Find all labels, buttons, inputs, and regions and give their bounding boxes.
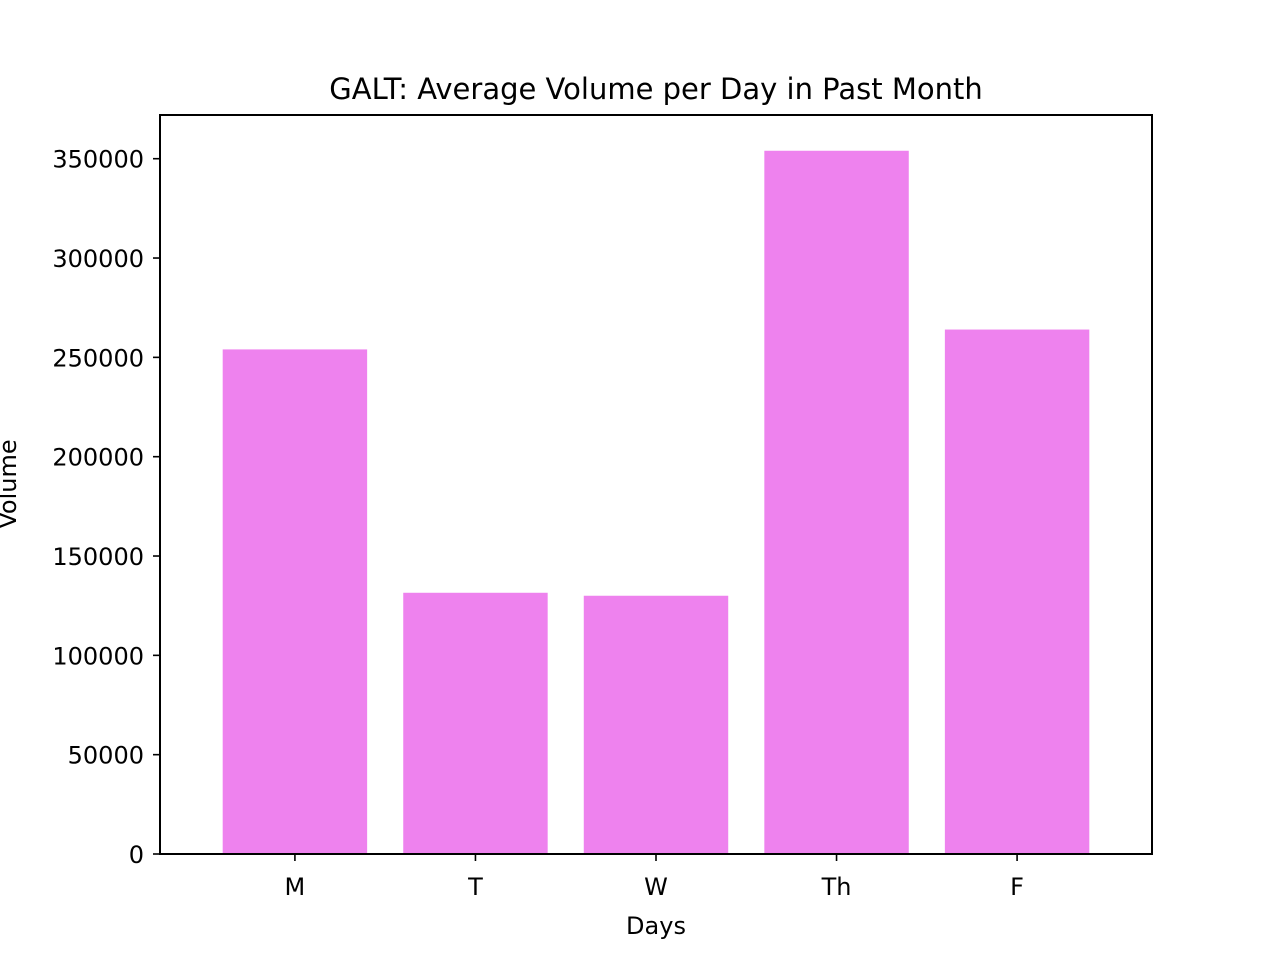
x-axis-label: Days [626, 912, 686, 940]
x-tick-label: T [467, 873, 483, 901]
plot-frame [159, 114, 1153, 855]
y-tick-label: 300000 [52, 245, 144, 273]
bar-th [764, 150, 909, 854]
x-tick-label: F [1010, 873, 1024, 901]
bar-w [583, 595, 729, 854]
y-tick-label: 350000 [52, 146, 144, 174]
y-tick-label: 0 [129, 841, 144, 869]
x-tick-label: Th [821, 873, 852, 901]
bars-group [222, 150, 1090, 854]
bar-t [403, 592, 548, 854]
y-tick-label: 200000 [52, 444, 144, 472]
y-tick-label: 150000 [52, 543, 144, 571]
x-tick-label: W [644, 873, 668, 901]
y-tick-label: 250000 [52, 344, 144, 372]
x-tick-label: M [285, 873, 306, 901]
y-tick-label: 50000 [68, 742, 144, 770]
x-axis: M T W Th F [285, 854, 1024, 901]
bar-f [944, 329, 1090, 854]
y-tick-label: 100000 [52, 642, 144, 670]
y-axis: 0 50000 100000 150000 200000 250000 300000 3500… [52, 146, 160, 869]
chart-title: GALT: Average Volume per Day in Past Mon… [329, 72, 982, 106]
y-axis-label: Volume [0, 439, 22, 528]
bar-m [222, 349, 368, 854]
